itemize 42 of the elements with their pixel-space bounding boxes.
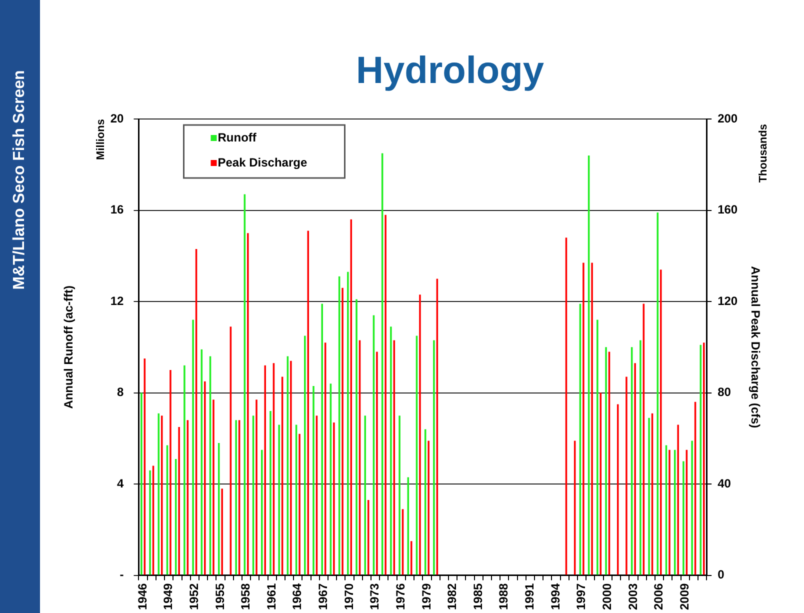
x-tick-label: 1961: [264, 582, 278, 610]
y2-tick-label: 120: [718, 294, 738, 308]
x-tick-label: 1970: [342, 582, 356, 610]
y-tick-label: 12: [110, 294, 124, 308]
y-tick-label: 8: [117, 385, 124, 400]
y2-axis-title: Annual Peak Discharge (cfs): [748, 266, 762, 428]
x-tick-label: 1952: [186, 582, 201, 610]
y2-tick-label: 0: [718, 568, 725, 582]
chart-title: Hydrology: [355, 50, 545, 93]
y-tick-label: 4: [117, 476, 124, 490]
y-axis-title: Annual Runoff (ac-fft): [62, 285, 76, 409]
x-tick-label: 2000: [600, 582, 614, 610]
x-tick-label: 2003: [626, 582, 640, 610]
y2-tick-label: 200: [718, 111, 738, 126]
text: M&T/Llano Seco Fish Screen: [11, 70, 29, 290]
x-tick-label: 1946: [135, 582, 150, 610]
x-tick-label: 1976: [393, 582, 408, 610]
y-tick-label: 16: [110, 202, 124, 217]
x-tick-label: 1955: [212, 582, 227, 610]
x-tick-label: 1979: [419, 582, 434, 610]
y2-tick-label: 40: [718, 476, 732, 490]
x-tick-label: 1958: [238, 582, 253, 610]
x-tick-label: 2006: [652, 582, 666, 610]
x-tick-label: 1994: [548, 582, 562, 610]
x-tick-label: 1985: [470, 582, 485, 610]
y-tick-label: 20: [110, 111, 124, 126]
x-tick-label: 1949: [161, 582, 176, 610]
x-tick-label: 1967: [316, 582, 330, 610]
x-tick-label: 1988: [496, 582, 511, 610]
x-tick-label: 1964: [290, 582, 304, 610]
y-tick-label: -: [120, 568, 124, 582]
x-tick-label: 1997: [574, 582, 588, 610]
legend-label: Runoff: [218, 130, 258, 144]
text: Thousands: [758, 124, 770, 183]
x-tick-label: 2009: [677, 582, 692, 610]
x-tick-label: 1982: [445, 582, 460, 610]
x-tick-label: 1991: [522, 582, 537, 610]
text: Millions: [94, 119, 107, 160]
y2-tick-label: 80: [718, 385, 732, 400]
y2-tick-label: 160: [718, 202, 738, 217]
legend-label: Peak Discharge: [218, 155, 308, 170]
x-tick-label: 1973: [368, 582, 382, 610]
